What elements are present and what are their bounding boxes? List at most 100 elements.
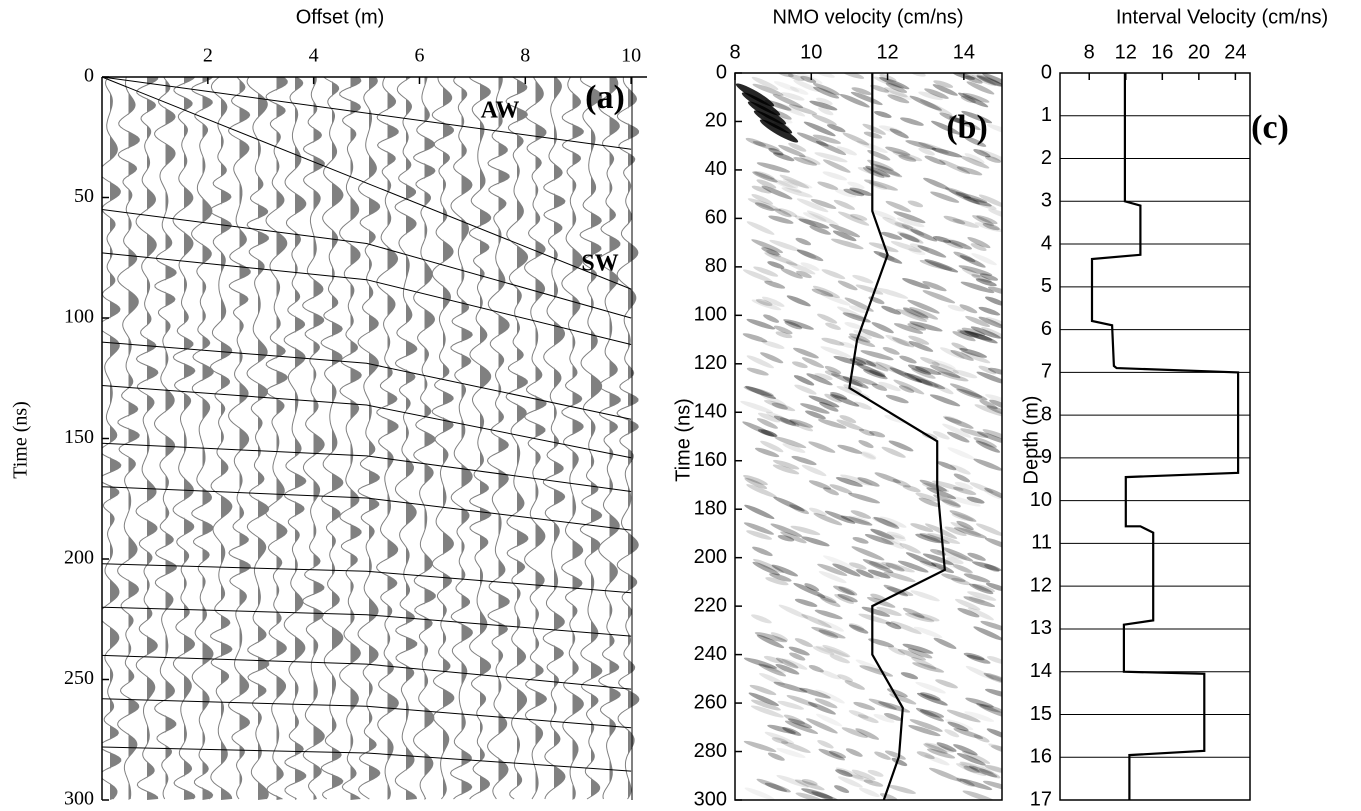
semblance-blob — [845, 748, 863, 757]
semblance-blob — [899, 543, 921, 554]
semblance-blob — [767, 752, 785, 761]
semblance-blob — [947, 721, 969, 732]
semblance-blob — [908, 335, 930, 345]
semblance-blob — [873, 76, 905, 89]
annotation: (c) — [1251, 109, 1289, 146]
y-tick-label: 260 — [694, 691, 727, 713]
semblance-blob — [751, 185, 772, 194]
y-tick-label: 280 — [694, 740, 727, 762]
semblance-blob — [793, 347, 819, 359]
y-tick-label: 50 — [74, 185, 94, 207]
semblance-blob — [874, 110, 892, 118]
semblance-blob — [789, 504, 810, 515]
semblance-blob — [801, 464, 827, 477]
semblance-blob — [757, 429, 778, 437]
semblance-blob — [829, 223, 861, 238]
semblance-blob — [961, 267, 981, 278]
semblance-blob — [902, 643, 934, 654]
semblance-blob — [780, 92, 805, 101]
semblance-blob — [946, 557, 964, 565]
x-tick-label: 12 — [1115, 41, 1137, 63]
semblance-blob — [965, 665, 995, 680]
semblance-blob — [986, 123, 1002, 136]
x-tick-label: 8 — [1084, 41, 1095, 63]
semblance-blob — [794, 638, 813, 648]
semblance-blob — [808, 395, 840, 408]
semblance-blob — [919, 709, 945, 718]
y-tick-label: 40 — [705, 158, 727, 180]
semblance-blob — [817, 313, 838, 324]
semblance-blob — [979, 399, 998, 410]
semblance-blob — [944, 526, 967, 537]
semblance-blob — [821, 337, 845, 346]
wiggle-line — [413, 77, 436, 800]
semblance-blob — [943, 239, 964, 249]
semblance-blob — [985, 296, 1002, 306]
semblance-blob — [951, 342, 968, 351]
x-tick-label: 8 — [520, 45, 530, 67]
wiggle-fill — [258, 77, 269, 800]
semblance-blob — [950, 349, 974, 361]
semblance-blob — [820, 346, 852, 358]
semblance-blob — [880, 537, 905, 549]
semblance-blob — [892, 151, 923, 162]
semblance-blob — [852, 274, 874, 284]
semblance-blob — [904, 612, 935, 623]
semblance-blob — [848, 305, 867, 314]
semblance-blob — [871, 383, 888, 391]
semblance-blob — [796, 198, 829, 213]
wiggle-line — [579, 77, 603, 800]
semblance-blob — [753, 558, 784, 574]
semblance-blob — [796, 132, 829, 147]
semblance-blob — [802, 212, 827, 222]
semblance-blob — [776, 774, 809, 788]
semblance-blob — [885, 200, 912, 213]
semblance-blob — [742, 333, 768, 343]
semblance-blob — [964, 711, 995, 722]
semblance-blob — [902, 307, 929, 319]
semblance-blob — [949, 383, 983, 398]
y-tick-label: 6 — [1041, 318, 1052, 340]
wiggle-line — [339, 77, 362, 800]
semblance-blob — [948, 189, 980, 205]
x-tick-label: 4 — [309, 45, 319, 67]
semblance-blob — [853, 701, 876, 711]
semblance-blob — [895, 308, 928, 322]
semblance-blob — [957, 607, 980, 618]
semblance-blob — [953, 251, 976, 263]
semblance-blob — [843, 188, 865, 197]
semblance-blob — [870, 84, 889, 93]
y-tick-label: 14 — [1030, 660, 1052, 682]
semblance-blob — [764, 252, 798, 266]
semblance-blob — [784, 720, 819, 735]
semblance-blob — [875, 164, 901, 176]
semblance-blob — [760, 440, 784, 453]
semblance-blob — [801, 788, 833, 799]
semblance-blob — [985, 582, 1002, 592]
semblance-blob — [812, 285, 840, 299]
semblance-blob — [752, 141, 780, 151]
semblance-blob — [764, 731, 795, 744]
semblance-blob — [793, 157, 817, 166]
semblance-blob — [816, 713, 843, 727]
semblance-blob — [777, 700, 805, 710]
semblance-blob — [960, 281, 995, 294]
wiggle-fill — [165, 77, 177, 800]
data-line — [848, 73, 946, 801]
y-tick-label: 8 — [1041, 403, 1052, 425]
wiggle-line — [598, 77, 621, 800]
semblance-blob — [918, 147, 935, 156]
semblance-blob — [842, 132, 870, 146]
semblance-blob — [770, 523, 803, 538]
semblance-blob — [954, 481, 974, 490]
semblance-blob — [783, 319, 814, 330]
semblance-blob — [794, 384, 817, 395]
semblance-blob — [760, 429, 777, 437]
semblance-blob — [751, 699, 781, 711]
semblance-blob — [822, 644, 851, 658]
semblance-blob — [931, 361, 960, 374]
semblance-blob — [775, 663, 800, 675]
wiggle-line — [357, 77, 381, 800]
semblance-blob — [982, 780, 1002, 791]
semblance-blob — [829, 394, 860, 407]
